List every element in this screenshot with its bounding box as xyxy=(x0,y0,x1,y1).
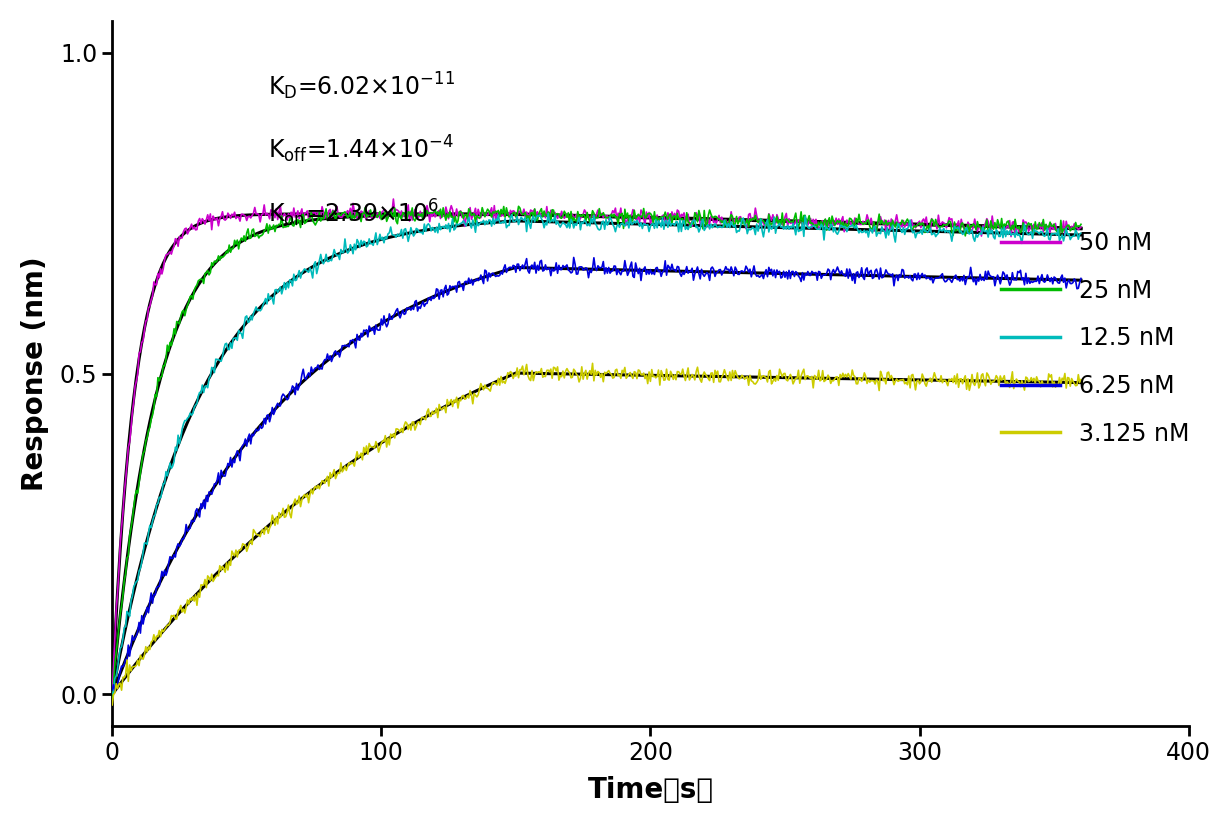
6.25 nM xyxy=(319,355,334,365)
50 nM xyxy=(318,214,333,224)
Y-axis label: Response (nm): Response (nm) xyxy=(21,257,49,491)
Text: K$_\mathregular{on}$=2.39×10$^{6}$: K$_\mathregular{on}$=2.39×10$^{6}$ xyxy=(269,197,439,229)
3.125 nM xyxy=(105,700,120,710)
12.5 nM xyxy=(318,256,333,266)
50 nM xyxy=(676,208,691,218)
25 nM xyxy=(772,215,787,225)
50 nM xyxy=(105,687,120,697)
12.5 nM xyxy=(986,232,1000,242)
3.125 nM xyxy=(318,478,333,488)
6.25 nM xyxy=(361,332,376,342)
6.25 nM xyxy=(774,273,788,283)
12.5 nM xyxy=(1073,229,1088,238)
X-axis label: Time（s）: Time（s） xyxy=(588,776,713,804)
25 nM xyxy=(105,696,120,706)
3.125 nM xyxy=(986,377,1000,387)
6.25 nM xyxy=(567,252,582,262)
6.25 nM xyxy=(584,267,599,277)
3.125 nM xyxy=(585,358,600,368)
25 nM xyxy=(511,201,526,211)
25 nM xyxy=(676,218,691,228)
50 nM xyxy=(986,221,1000,231)
3.125 nM xyxy=(676,371,691,381)
Legend: 50 nM, 25 nM, 12.5 nM, 6.25 nM, 3.125 nM: 50 nM, 25 nM, 12.5 nM, 6.25 nM, 3.125 nM xyxy=(992,222,1199,455)
50 nM xyxy=(772,219,787,229)
12.5 nM xyxy=(541,209,556,219)
6.25 nM xyxy=(678,266,692,276)
12.5 nM xyxy=(583,221,598,231)
25 nM xyxy=(583,218,598,228)
12.5 nM xyxy=(105,689,120,699)
12.5 nM xyxy=(359,242,373,252)
3.125 nM xyxy=(582,369,596,379)
50 nM xyxy=(583,214,598,224)
Line: 50 nM: 50 nM xyxy=(112,199,1080,692)
Line: 6.25 nM: 6.25 nM xyxy=(112,257,1080,691)
12.5 nM xyxy=(772,219,787,229)
3.125 nM xyxy=(772,365,787,375)
6.25 nM xyxy=(988,280,1003,290)
50 nM xyxy=(1073,222,1088,232)
Line: 25 nM: 25 nM xyxy=(112,206,1080,701)
50 nM xyxy=(359,214,373,224)
25 nM xyxy=(318,210,333,219)
6.25 nM xyxy=(107,686,122,696)
Line: 3.125 nM: 3.125 nM xyxy=(112,363,1080,705)
6.25 nM xyxy=(105,685,120,695)
Text: K$_\mathregular{off}$=1.44×10$^{-4}$: K$_\mathregular{off}$=1.44×10$^{-4}$ xyxy=(269,134,455,165)
6.25 nM xyxy=(1073,274,1088,284)
12.5 nM xyxy=(676,216,691,226)
3.125 nM xyxy=(359,441,373,451)
Line: 12.5 nM: 12.5 nM xyxy=(112,214,1080,694)
3.125 nM xyxy=(1073,375,1088,384)
Text: K$_\mathregular{D}$=6.02×10$^{-11}$: K$_\mathregular{D}$=6.02×10$^{-11}$ xyxy=(269,70,455,101)
25 nM xyxy=(359,212,373,222)
25 nM xyxy=(1073,219,1088,229)
50 nM xyxy=(386,194,400,204)
25 nM xyxy=(986,224,1000,234)
